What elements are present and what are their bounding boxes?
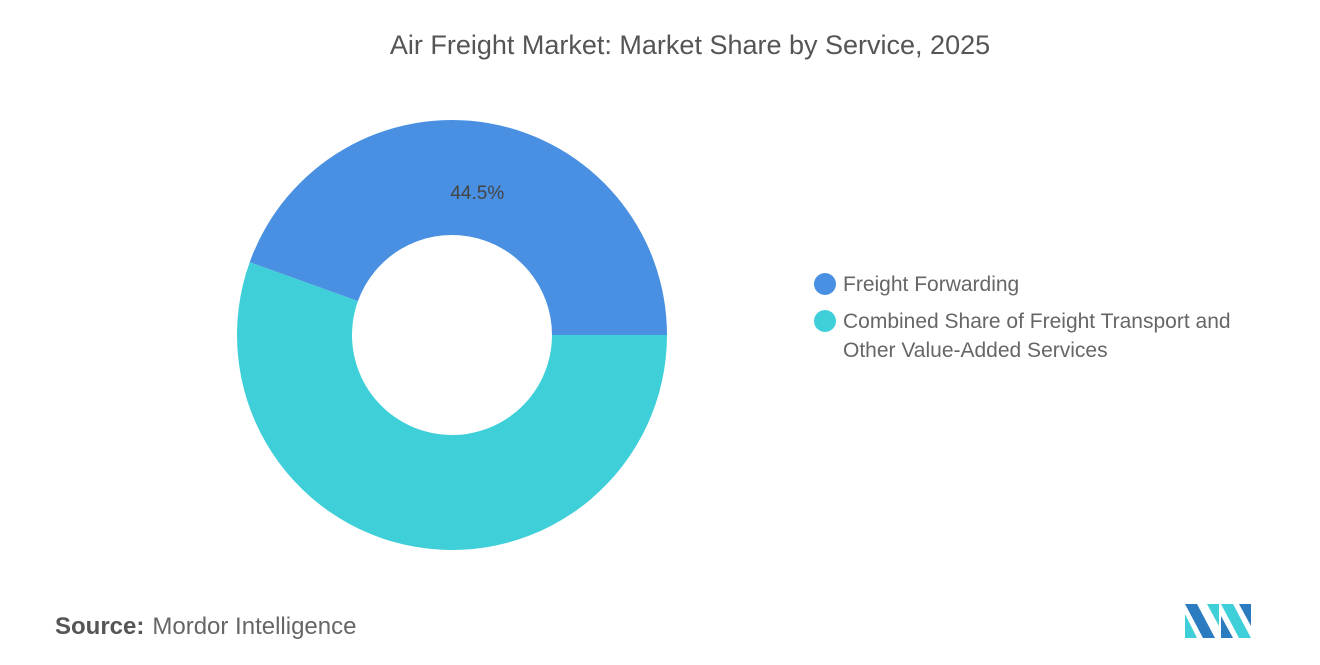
source-note: Source: Mordor Intelligence <box>55 613 356 641</box>
legend-label: Freight Forwarding <box>843 273 1020 296</box>
legend-swatch <box>814 273 836 295</box>
source-value: Mordor Intelligence <box>152 613 357 640</box>
legend-item-freight-forwarding: Freight Forwarding <box>814 270 1274 299</box>
source-label: Source: <box>55 613 145 640</box>
slice-1 <box>237 262 668 550</box>
chart-title: Air Freight Market: Market Share by Serv… <box>389 30 991 60</box>
mordor-intelligence-logo <box>1185 604 1251 638</box>
legend-item-combined-share: Combined Share of Freight Transport and … <box>814 307 1274 365</box>
legend-swatch <box>814 310 836 332</box>
data-label-0: 44.5% <box>450 183 504 204</box>
legend: Freight Forwarding Combined Share of Fre… <box>814 270 1274 373</box>
slice-0 <box>249 119 667 335</box>
legend-label: Combined Share of Freight Transport and … <box>843 310 1231 362</box>
